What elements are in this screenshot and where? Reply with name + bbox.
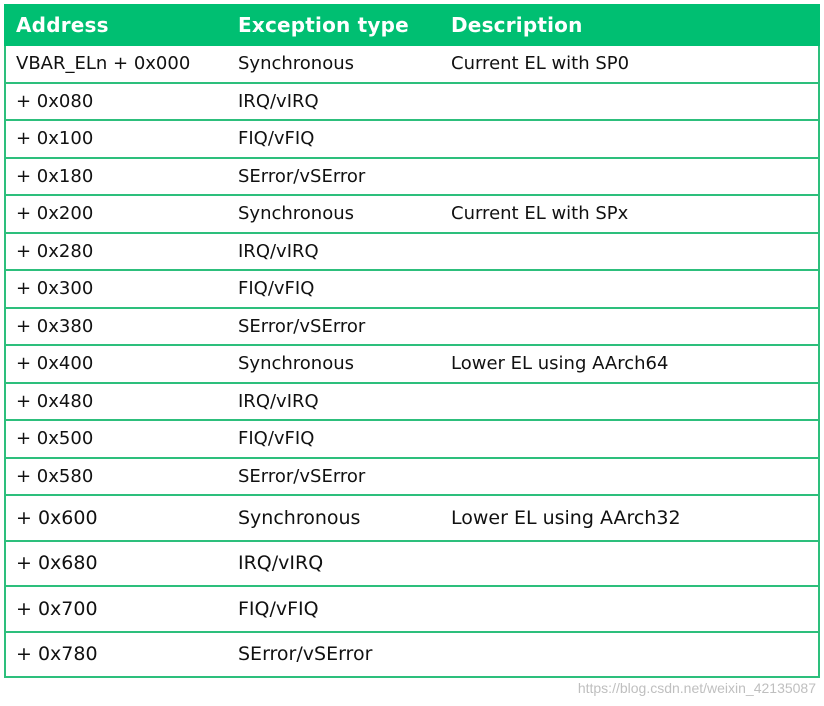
table-row: + 0x380 SError/vSError [6, 309, 818, 346]
cell-address: + 0x780 [16, 643, 98, 666]
table-row: + 0x080 IRQ/vIRQ [6, 84, 818, 121]
cell-address: + 0x680 [16, 552, 98, 575]
cell-address: + 0x600 [16, 506, 98, 529]
cell-exception-type: SError/vSError [238, 165, 366, 187]
table-row: + 0x700 FIQ/vFIQ [6, 587, 818, 633]
cell-address: + 0x080 [16, 90, 94, 112]
table-row: + 0x500 FIQ/vFIQ [6, 421, 818, 459]
table-row: + 0x280 IRQ/vIRQ [6, 234, 818, 271]
cell-exception-type: IRQ/vIRQ [238, 552, 324, 575]
table-row: + 0x200 Synchronous Current EL with SPx [6, 196, 818, 234]
table-row: + 0x300 FIQ/vFIQ [6, 271, 818, 309]
table-row: + 0x400 Synchronous Lower EL using AArch… [6, 346, 818, 384]
table-row: + 0x180 SError/vSError [6, 159, 818, 196]
cell-description: Lower EL using AArch32 [451, 506, 681, 529]
cell-exception-type: IRQ/vIRQ [238, 390, 319, 412]
cell-address: + 0x580 [16, 465, 94, 487]
cell-description: Current EL with SPx [451, 203, 629, 225]
cell-address: + 0x400 [16, 353, 94, 375]
cell-exception-type: FIQ/vFIQ [238, 597, 319, 620]
table-row: + 0x100 FIQ/vFIQ [6, 121, 818, 159]
cell-address: + 0x280 [16, 240, 94, 262]
cell-description: Lower EL using AArch64 [451, 353, 669, 375]
cell-exception-type: IRQ/vIRQ [238, 90, 319, 112]
cell-exception-type: Synchronous [238, 53, 355, 75]
cell-address: + 0x100 [16, 128, 94, 150]
cell-exception-type: SError/vSError [238, 465, 366, 487]
cell-exception-type: FIQ/vFIQ [238, 428, 315, 450]
table-row: + 0x780 SError/vSError [6, 633, 818, 678]
cell-address: + 0x380 [16, 315, 94, 337]
header-address: Address [16, 13, 109, 37]
watermark-text: https://blog.csdn.net/weixin_42135087 [577, 680, 816, 696]
exception-vector-table: Address Exception type Description VBAR_… [4, 4, 820, 678]
table-row: VBAR_ELn + 0x000 Synchronous Current EL … [6, 46, 818, 84]
cell-address: + 0x700 [16, 597, 98, 620]
cell-address: + 0x200 [16, 203, 94, 225]
cell-exception-type: Synchronous [238, 506, 361, 529]
table-row: + 0x580 SError/vSError [6, 459, 818, 496]
cell-address: VBAR_ELn + 0x000 [16, 53, 191, 75]
table-header: Address Exception type Description [4, 4, 820, 46]
cell-address: + 0x480 [16, 390, 94, 412]
cell-description: Current EL with SP0 [451, 53, 630, 75]
cell-exception-type: FIQ/vFIQ [238, 128, 315, 150]
cell-address: + 0x180 [16, 165, 94, 187]
cell-exception-type: SError/vSError [238, 643, 373, 666]
table-row: + 0x600 Synchronous Lower EL using AArch… [6, 496, 818, 542]
cell-address: + 0x300 [16, 278, 94, 300]
table-body: VBAR_ELn + 0x000 Synchronous Current EL … [4, 46, 820, 678]
table-row: + 0x480 IRQ/vIRQ [6, 384, 818, 421]
table-row: + 0x680 IRQ/vIRQ [6, 542, 818, 587]
cell-exception-type: IRQ/vIRQ [238, 240, 319, 262]
header-description: Description [451, 13, 583, 37]
cell-exception-type: SError/vSError [238, 315, 366, 337]
cell-exception-type: Synchronous [238, 203, 355, 225]
cell-exception-type: FIQ/vFIQ [238, 278, 315, 300]
cell-exception-type: Synchronous [238, 353, 355, 375]
header-exception-type: Exception type [238, 13, 409, 37]
cell-address: + 0x500 [16, 428, 94, 450]
